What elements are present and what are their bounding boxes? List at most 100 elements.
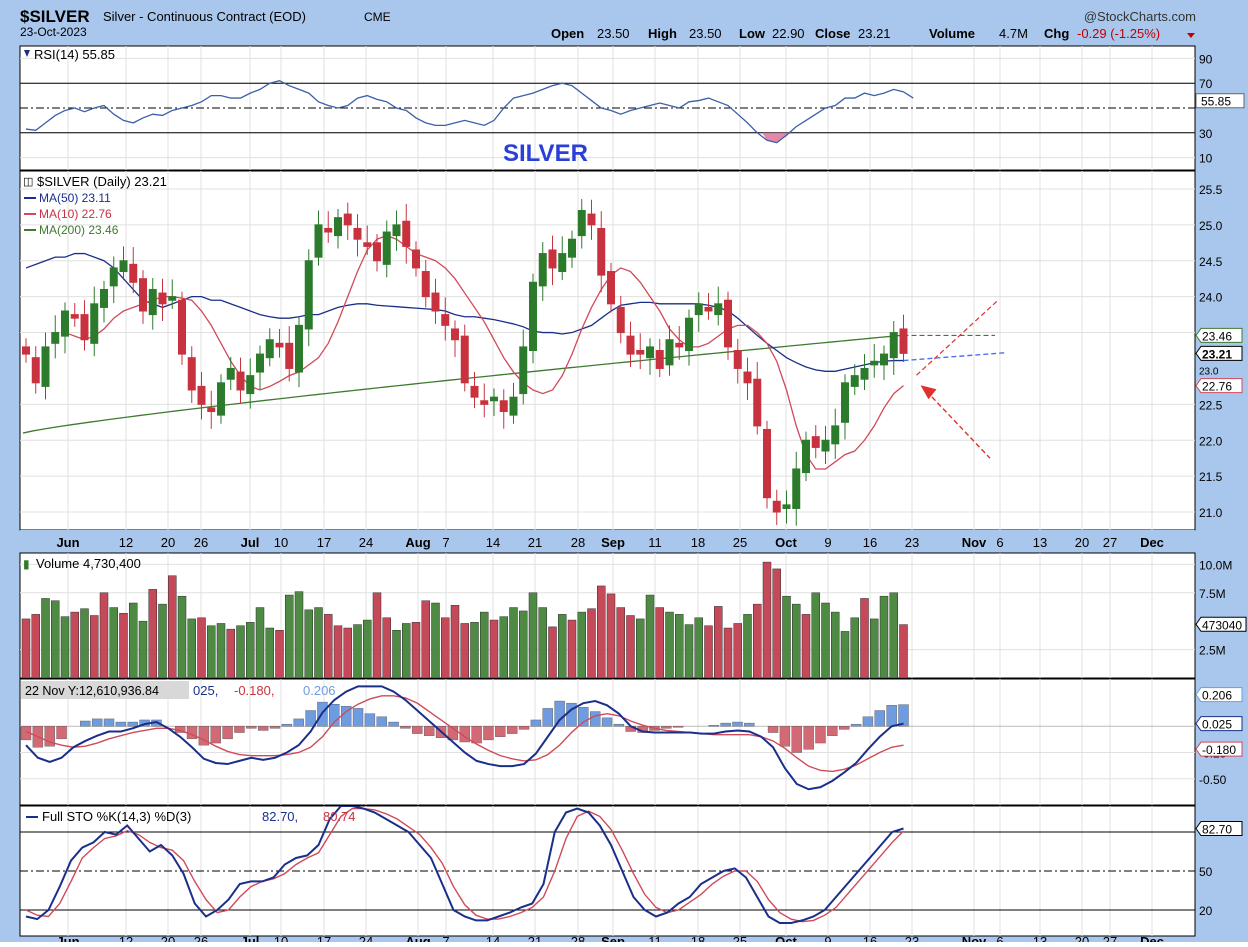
candle-body — [704, 306, 713, 312]
sto-d-line — [25, 807, 904, 923]
macd-legend: 22 Nov Y:12,610,936.84 025, -0.180, 0.20… — [21, 681, 336, 699]
x-tick-label-bottom: Aug — [405, 934, 430, 942]
volume-bar — [645, 594, 655, 678]
close-label: Close — [815, 26, 850, 41]
candle-body — [275, 342, 284, 348]
price-tick-label: 24.0 — [1199, 291, 1223, 305]
candle-body — [295, 324, 303, 373]
volume-legend: ▮ Volume 4,730,400 — [23, 556, 141, 571]
candle-body — [821, 439, 830, 452]
volume-bar — [509, 607, 518, 678]
volume-bar — [811, 592, 820, 678]
close-value-tag — [1195, 345, 1243, 361]
candle-body — [802, 439, 810, 474]
volume-bar — [294, 591, 304, 678]
price-tick-label: 25.5 — [1199, 183, 1223, 197]
volume-bar — [899, 624, 908, 678]
x-tick-label: 25 — [733, 535, 747, 550]
candle-body — [324, 227, 333, 233]
volume-bar — [665, 611, 674, 678]
candle-body — [519, 346, 528, 395]
volume-bar — [392, 630, 401, 678]
volume-bar — [597, 585, 606, 678]
high-value: 23.50 — [689, 26, 722, 41]
candle-body — [870, 360, 879, 366]
x-tick-label-bottom: 14 — [486, 934, 500, 942]
close-value-tag-label: 23.21 — [1202, 347, 1232, 361]
rsi-value-tag — [1195, 93, 1245, 109]
candle-body — [733, 350, 742, 369]
x-tick-label-bottom: 23 — [905, 934, 919, 942]
x-tick-label-bottom: 16 — [863, 934, 877, 942]
x-tick-label-bottom: 20 — [161, 934, 175, 942]
volume-value-label: 473040 — [1202, 618, 1242, 632]
volume-bar — [236, 625, 245, 678]
volume-bar — [41, 598, 50, 678]
volume-value: 4.7M — [999, 26, 1028, 41]
candle-body — [831, 425, 840, 445]
x-tick-label-bottom: 24 — [359, 934, 373, 942]
macd-histogram-bar — [459, 726, 470, 743]
x-tick-label: 27 — [1103, 535, 1117, 550]
candle-body — [187, 357, 196, 391]
candle-body — [168, 296, 177, 301]
brand-label: @StockCharts.com — [1084, 9, 1196, 24]
volume-bar — [60, 616, 70, 678]
macd-histogram-bar — [352, 708, 364, 727]
candle-body — [100, 288, 108, 308]
candle-body — [197, 385, 206, 405]
volume-bar — [333, 625, 343, 678]
volume-bar — [655, 607, 664, 678]
x-tick-label: 20 — [161, 535, 175, 550]
volume-bar — [675, 614, 684, 678]
x-tick-label: 14 — [486, 535, 500, 550]
x-tick-label: 17 — [317, 535, 331, 550]
rsi-tick-label: 70 — [1199, 77, 1213, 91]
x-tick-label: Jul — [241, 535, 260, 550]
volume-tick-label: 2.5M — [1199, 644, 1226, 658]
macd-value-tag — [1195, 716, 1243, 732]
volume-bar — [226, 628, 235, 678]
x-tick-label-bottom: 27 — [1103, 934, 1117, 942]
volume-bar — [499, 616, 508, 678]
rsi-value-label: 55.85 — [1201, 95, 1231, 109]
candle-body — [285, 342, 294, 369]
volume-bar — [411, 622, 421, 678]
volume-bar — [119, 612, 128, 678]
candle-body — [646, 346, 654, 359]
volume-bar — [177, 595, 187, 678]
macd-histogram-bar — [672, 726, 684, 728]
macd-histogram-bar — [874, 710, 885, 727]
volume-bar — [148, 589, 157, 678]
sto-k-line — [25, 806, 904, 924]
macd-histogram-bar — [601, 717, 613, 727]
price-tick-label: 25.0 — [1199, 219, 1223, 233]
volume-bar — [51, 600, 60, 678]
x-tick-label: 11 — [648, 535, 662, 550]
silver-annotation: SILVER — [503, 140, 588, 167]
price-partial-tick: 23.0 — [1199, 366, 1219, 377]
trend-line-up — [916, 299, 999, 376]
candle-body — [811, 436, 820, 448]
volume-bar — [548, 626, 557, 678]
x-tick-label: 23 — [905, 535, 919, 550]
candle-body — [314, 224, 323, 258]
candle-body — [139, 278, 147, 312]
volume-bar — [743, 614, 752, 678]
macd-histogram-bar — [815, 726, 826, 744]
volume-bar — [304, 609, 313, 678]
macd-histogram-bar — [329, 704, 340, 727]
macd-histogram-bar — [898, 704, 909, 727]
macd-histogram-bar — [376, 716, 387, 727]
volume-bar — [246, 622, 255, 678]
candle-body — [119, 260, 128, 273]
macd-histogram-bar — [779, 726, 791, 747]
candle-body — [889, 332, 898, 359]
macd-histogram-bar — [222, 726, 233, 740]
x-tick-label-bottom: 17 — [317, 934, 331, 942]
x-tick-label: 24 — [359, 535, 373, 550]
x-tick-label: 16 — [863, 535, 877, 550]
macd-histogram-bar — [839, 726, 850, 730]
x-tick-label: 7 — [442, 535, 449, 550]
